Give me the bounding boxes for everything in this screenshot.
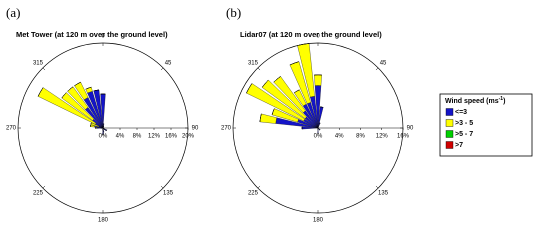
radial-tick-label: 16% [165, 134, 178, 140]
direction-label: 135 [163, 191, 174, 197]
direction-label: 0 [101, 34, 105, 40]
legend-title-text: Wind speed (ms [445, 98, 499, 105]
radial-tick-label: 12% [148, 134, 161, 140]
chart-title: Lidar07 (at 120 m over the ground level) [240, 30, 382, 39]
legend-label: >7 [455, 142, 463, 149]
legend-swatch [445, 141, 454, 149]
direction-label: 90 [407, 126, 414, 132]
wedge [271, 108, 275, 115]
wedge [102, 127, 104, 131]
direction-tick [375, 185, 379, 189]
wedge [85, 87, 92, 90]
direction-label: 135 [378, 191, 389, 197]
direction-tick [42, 67, 46, 71]
legend-title: Wind speed (ms-1) [445, 96, 505, 105]
wedge [95, 127, 97, 129]
chart-title: Met Tower (at 120 m over the ground leve… [16, 30, 168, 39]
direction-label: 0 [316, 34, 320, 40]
direction-label: 180 [98, 218, 109, 224]
direction-label: 315 [33, 61, 44, 67]
direction-label: 180 [313, 218, 324, 224]
legend-label: >3 - 5 [455, 120, 473, 127]
direction-tick [42, 185, 46, 189]
figure: (a) Met Tower (at 120 m over the ground … [6, 5, 533, 224]
legend-box [439, 93, 533, 157]
radial-tick-label: 8% [356, 134, 365, 140]
direction-label: 270 [6, 126, 17, 132]
wedge [294, 89, 300, 93]
direction-label: 225 [33, 191, 44, 197]
legend-swatch [445, 108, 454, 116]
legend-swatch [445, 130, 454, 138]
legend-label: <=3 [455, 109, 467, 116]
wedge [67, 86, 74, 92]
direction-label: 225 [248, 191, 259, 197]
radial-tick-label: 4% [335, 134, 344, 140]
direction-label: 45 [380, 61, 387, 67]
radial-tick-label: 20% [182, 134, 195, 140]
radial-tick-label: 12% [376, 134, 389, 140]
direction-tick [257, 67, 261, 71]
direction-label: 315 [248, 61, 259, 67]
panel-label: (b) [226, 5, 241, 20]
panel-label: (a) [6, 5, 20, 20]
wedge [93, 89, 100, 92]
wedge [297, 43, 310, 46]
wedge [317, 127, 319, 134]
direction-label: 90 [192, 126, 199, 132]
direction-tick [160, 185, 164, 189]
radial-tick-label: 0% [314, 134, 323, 140]
wedge [37, 87, 44, 97]
direction-tick [257, 185, 261, 189]
wedge [314, 74, 322, 86]
legend-swatch [445, 119, 454, 127]
direction-tick [375, 67, 379, 71]
radial-tick-label: 16% [397, 134, 410, 140]
wedge [259, 113, 262, 122]
direction-label: 45 [165, 61, 172, 67]
direction-tick [160, 67, 164, 71]
wedge [246, 83, 253, 94]
legend-label: >5 - 7 [455, 131, 473, 138]
direction-label: 270 [221, 126, 232, 132]
radial-tick-label: 0% [99, 134, 108, 140]
radial-tick-label: 8% [133, 134, 142, 140]
radial-tick-label: 4% [116, 134, 125, 140]
legend-title-sup: -1 [499, 96, 504, 102]
legend-title-end: ) [503, 98, 505, 105]
